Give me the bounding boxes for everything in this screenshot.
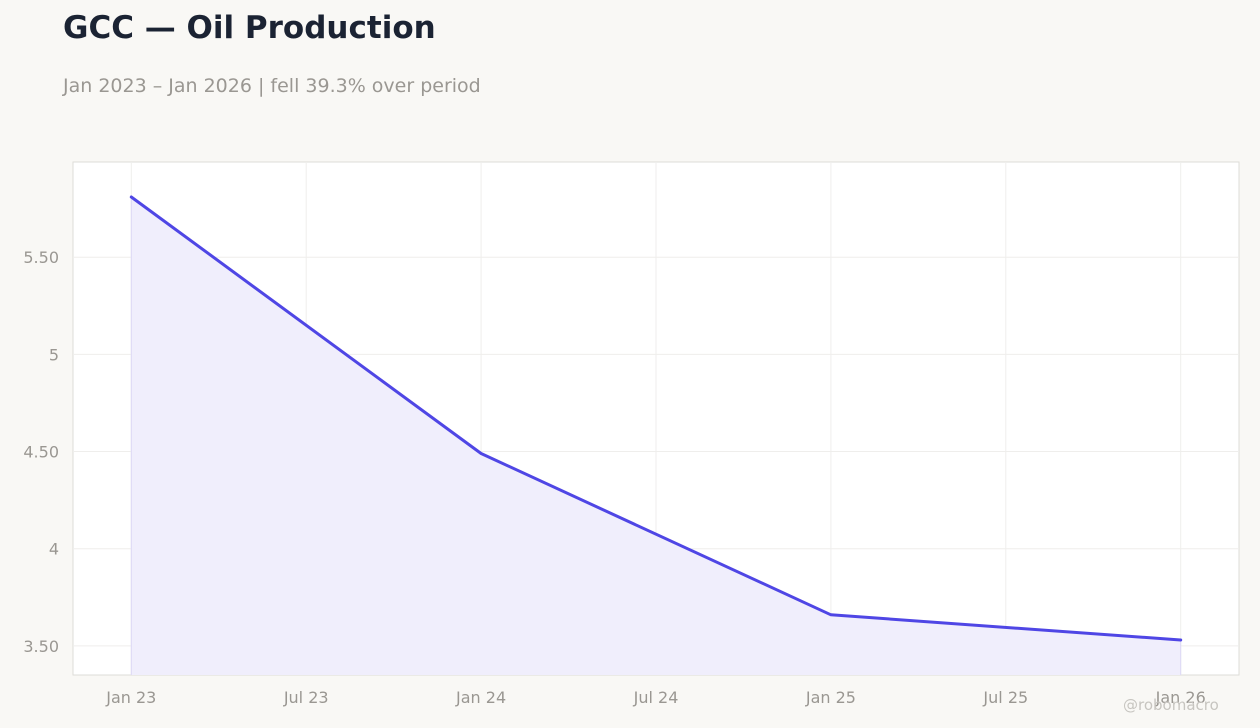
chart-title: GCC — Oil Production bbox=[63, 10, 436, 46]
y-tick-label: 3.50 bbox=[23, 637, 59, 656]
series-line bbox=[129, 195, 1183, 642]
y-tick-label: 5.50 bbox=[23, 248, 59, 267]
x-tick-label: Jan 25 bbox=[805, 688, 856, 707]
x-tick-label: Jan 23 bbox=[105, 688, 156, 707]
y-tick-label: 4 bbox=[49, 540, 59, 559]
chart-subtitle: Jan 2023 – Jan 2026 | fell 39.3% over pe… bbox=[63, 75, 481, 97]
x-tick-label: Jul 23 bbox=[283, 688, 329, 707]
watermark: @robomacro bbox=[1123, 696, 1219, 714]
y-tick-label: 4.50 bbox=[23, 443, 59, 462]
x-tick-label: Jan 24 bbox=[455, 688, 506, 707]
x-tick-label: Jul 24 bbox=[633, 688, 679, 707]
series-area-layer bbox=[130, 196, 1182, 675]
y-axis-ticks: 3.50 4 4.50 5 5.50 bbox=[23, 248, 59, 656]
x-axis-ticks: Jan 23 Jul 23 Jan 24 Jul 24 Jan 25 Jul 25 Jan … bbox=[105, 688, 1206, 707]
y-tick-label: 5 bbox=[49, 345, 59, 364]
series-area bbox=[131, 197, 1181, 675]
x-tick-label: Jan 26 bbox=[1155, 688, 1206, 707]
series-line-layer bbox=[129, 195, 1183, 642]
x-tick-label: Jul 25 bbox=[982, 688, 1028, 707]
